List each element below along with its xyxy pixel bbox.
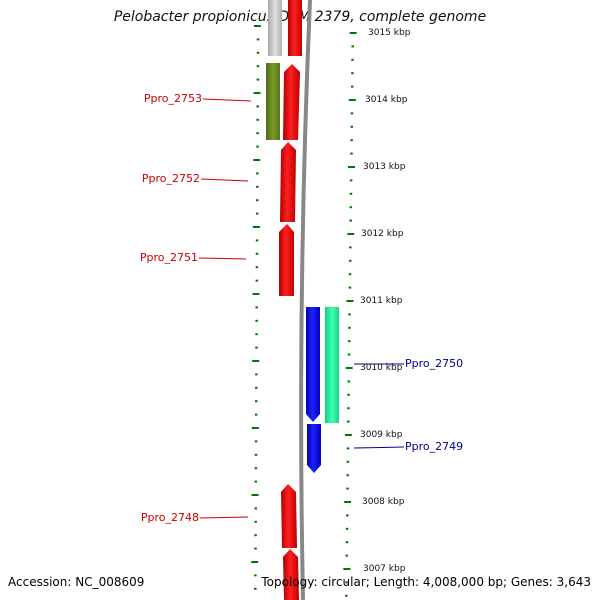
- label-line-ppro-2748: [199, 516, 249, 519]
- gene-arrow-ppro-2750[interactable]: [306, 307, 320, 422]
- trna-bar[interactable]: [325, 307, 339, 423]
- scale-ticks-outer: [343, 32, 357, 597]
- label-line-ppro-2753: [202, 98, 252, 102]
- label-line-ppro-2751: [198, 257, 247, 260]
- accession-text: Accession: NC_008609: [8, 575, 145, 589]
- scale-label: 3007 kbp: [363, 564, 406, 574]
- gene-label-ppro-2752[interactable]: Ppro_2752: [142, 172, 200, 185]
- rrna-bar[interactable]: [266, 63, 280, 140]
- scale-labels: 3015 kbp 3014 kbp 3013 kbp 3012 kbp 3011…: [360, 28, 411, 574]
- gene-arrow-ppro-2753[interactable]: [283, 64, 300, 140]
- gene-arrow[interactable]: [283, 549, 299, 600]
- gene-bar[interactable]: [268, 0, 282, 56]
- gene-label-ppro-2749[interactable]: Ppro_2749: [405, 440, 463, 453]
- gene-arrow[interactable]: [288, 0, 302, 56]
- scale-label: 3010 kbp: [360, 363, 403, 373]
- scale-label: 3008 kbp: [362, 497, 405, 507]
- gene-arrow-ppro-2752[interactable]: [280, 142, 296, 222]
- gene-arrow-ppro-2748[interactable]: [281, 484, 297, 548]
- gene-label-ppro-2748[interactable]: Ppro_2748: [141, 511, 199, 524]
- gene-arrow-ppro-2751[interactable]: [279, 224, 294, 296]
- scale-ticks-inner: [251, 25, 261, 590]
- gene-arrow-ppro-2749[interactable]: [307, 424, 321, 473]
- gene-label-ppro-2750[interactable]: Ppro_2750: [405, 357, 463, 370]
- label-line-ppro-2749: [353, 446, 405, 449]
- scale-label: 3015 kbp: [368, 28, 411, 38]
- scale-label: 3012 kbp: [361, 229, 404, 239]
- scale-label: 3013 kbp: [363, 162, 406, 172]
- gene-label-ppro-2751[interactable]: Ppro_2751: [140, 251, 198, 264]
- genome-backbone: [299, 0, 312, 600]
- scale-label: 3014 kbp: [365, 95, 408, 105]
- gene-label-ppro-2753[interactable]: Ppro_2753: [144, 92, 202, 105]
- scale-label: 3011 kbp: [360, 296, 403, 306]
- scale-label: 3009 kbp: [360, 430, 403, 440]
- label-line-ppro-2752: [200, 178, 249, 182]
- genome-summary: Topology: circular; Length: 4,008,000 bp…: [261, 575, 591, 589]
